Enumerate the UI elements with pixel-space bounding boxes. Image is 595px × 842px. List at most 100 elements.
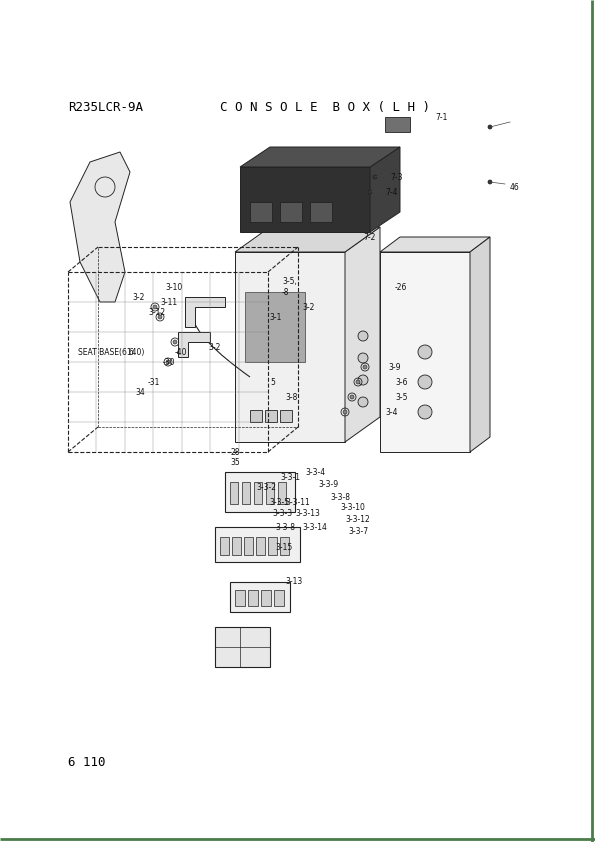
- Bar: [280, 202, 302, 222]
- Text: 3-3-1: 3-3-1: [280, 472, 300, 482]
- Ellipse shape: [418, 345, 432, 359]
- Ellipse shape: [488, 125, 492, 129]
- Polygon shape: [178, 332, 210, 357]
- Text: SEAT BASE(6140): SEAT BASE(6140): [78, 348, 145, 356]
- Text: 3-3-8: 3-3-8: [275, 523, 295, 531]
- Bar: [250, 202, 272, 222]
- Text: 3-5: 3-5: [395, 392, 408, 402]
- Text: 3-3-3: 3-3-3: [272, 509, 292, 519]
- Text: 6: 6: [128, 348, 133, 356]
- Bar: [215, 527, 300, 562]
- Polygon shape: [380, 237, 490, 252]
- Bar: [278, 482, 286, 504]
- Text: 34: 34: [135, 387, 145, 397]
- Text: 3-10: 3-10: [165, 283, 182, 291]
- Text: C O N S O L E  B O X ( L H ): C O N S O L E B O X ( L H ): [220, 100, 430, 114]
- Bar: [245, 292, 305, 362]
- Text: 7-4: 7-4: [385, 188, 397, 196]
- Ellipse shape: [488, 180, 492, 184]
- Polygon shape: [235, 252, 345, 442]
- Ellipse shape: [166, 360, 170, 364]
- Bar: [220, 537, 229, 555]
- Bar: [266, 482, 274, 504]
- Bar: [230, 582, 290, 612]
- Text: 3-9: 3-9: [388, 363, 400, 371]
- Ellipse shape: [198, 335, 202, 339]
- Ellipse shape: [418, 375, 432, 389]
- Text: 3-6: 3-6: [395, 377, 408, 386]
- Text: 3-2: 3-2: [208, 343, 220, 351]
- Bar: [244, 537, 253, 555]
- Text: -40: -40: [175, 348, 187, 356]
- Bar: [268, 537, 277, 555]
- Text: 7-2: 7-2: [363, 232, 375, 242]
- Bar: [274, 590, 284, 606]
- Bar: [248, 590, 258, 606]
- Text: 3-15: 3-15: [275, 542, 292, 552]
- Bar: [280, 410, 292, 422]
- Ellipse shape: [180, 350, 184, 354]
- Ellipse shape: [368, 190, 372, 194]
- Bar: [265, 410, 277, 422]
- Text: -26: -26: [395, 283, 408, 291]
- Text: 7-1: 7-1: [435, 113, 447, 121]
- Ellipse shape: [358, 353, 368, 363]
- Text: 3-3-14: 3-3-14: [302, 523, 327, 531]
- Text: -30: -30: [163, 358, 176, 366]
- Text: 3-8: 3-8: [285, 392, 298, 402]
- Bar: [261, 590, 271, 606]
- Polygon shape: [235, 227, 380, 252]
- Ellipse shape: [153, 305, 157, 309]
- Bar: [310, 202, 332, 222]
- Ellipse shape: [350, 395, 354, 399]
- Bar: [385, 117, 410, 132]
- Text: 3-1: 3-1: [269, 312, 281, 322]
- Ellipse shape: [358, 397, 368, 407]
- Polygon shape: [185, 297, 225, 327]
- Bar: [232, 537, 241, 555]
- Text: -31: -31: [148, 377, 161, 386]
- Polygon shape: [380, 252, 470, 452]
- Ellipse shape: [173, 340, 177, 344]
- Ellipse shape: [358, 331, 368, 341]
- Text: 3-3-4: 3-3-4: [305, 467, 325, 477]
- Bar: [250, 410, 262, 422]
- Bar: [235, 590, 245, 606]
- Text: 3-3-9: 3-3-9: [318, 479, 338, 488]
- Polygon shape: [240, 167, 370, 232]
- Text: 3-3-7: 3-3-7: [348, 527, 368, 536]
- Bar: [254, 482, 262, 504]
- Ellipse shape: [343, 410, 347, 414]
- Bar: [280, 537, 289, 555]
- Text: 3-11: 3-11: [160, 297, 177, 306]
- Polygon shape: [345, 227, 380, 442]
- Polygon shape: [70, 152, 130, 302]
- Bar: [215, 627, 270, 667]
- Text: 3-3-12: 3-3-12: [345, 515, 369, 525]
- Text: 46: 46: [510, 183, 520, 191]
- Ellipse shape: [363, 365, 367, 369]
- Text: 3-3-13: 3-3-13: [295, 509, 320, 519]
- Text: 3-3-5: 3-3-5: [269, 498, 289, 507]
- Text: 3-3-8: 3-3-8: [330, 493, 350, 502]
- Text: 7-3: 7-3: [390, 173, 402, 182]
- Text: R235LCR-9A: R235LCR-9A: [68, 100, 143, 114]
- Text: 28: 28: [230, 447, 240, 456]
- Bar: [242, 482, 250, 504]
- Polygon shape: [470, 237, 490, 452]
- Text: 6 110: 6 110: [68, 755, 105, 769]
- Ellipse shape: [418, 405, 432, 419]
- Text: 35: 35: [230, 457, 240, 466]
- Polygon shape: [240, 147, 400, 167]
- Ellipse shape: [358, 375, 368, 385]
- Bar: [230, 482, 238, 504]
- Text: 3-3-10: 3-3-10: [340, 503, 365, 511]
- Text: 3-3-2: 3-3-2: [256, 482, 276, 492]
- Text: 3-13: 3-13: [285, 578, 302, 587]
- Polygon shape: [370, 147, 400, 232]
- Text: 3-5,
-8: 3-5, -8: [282, 277, 297, 296]
- Text: 3-4: 3-4: [385, 408, 397, 417]
- Text: 3-12: 3-12: [148, 307, 165, 317]
- Text: 5: 5: [270, 377, 275, 386]
- Text: 3-2: 3-2: [302, 302, 314, 312]
